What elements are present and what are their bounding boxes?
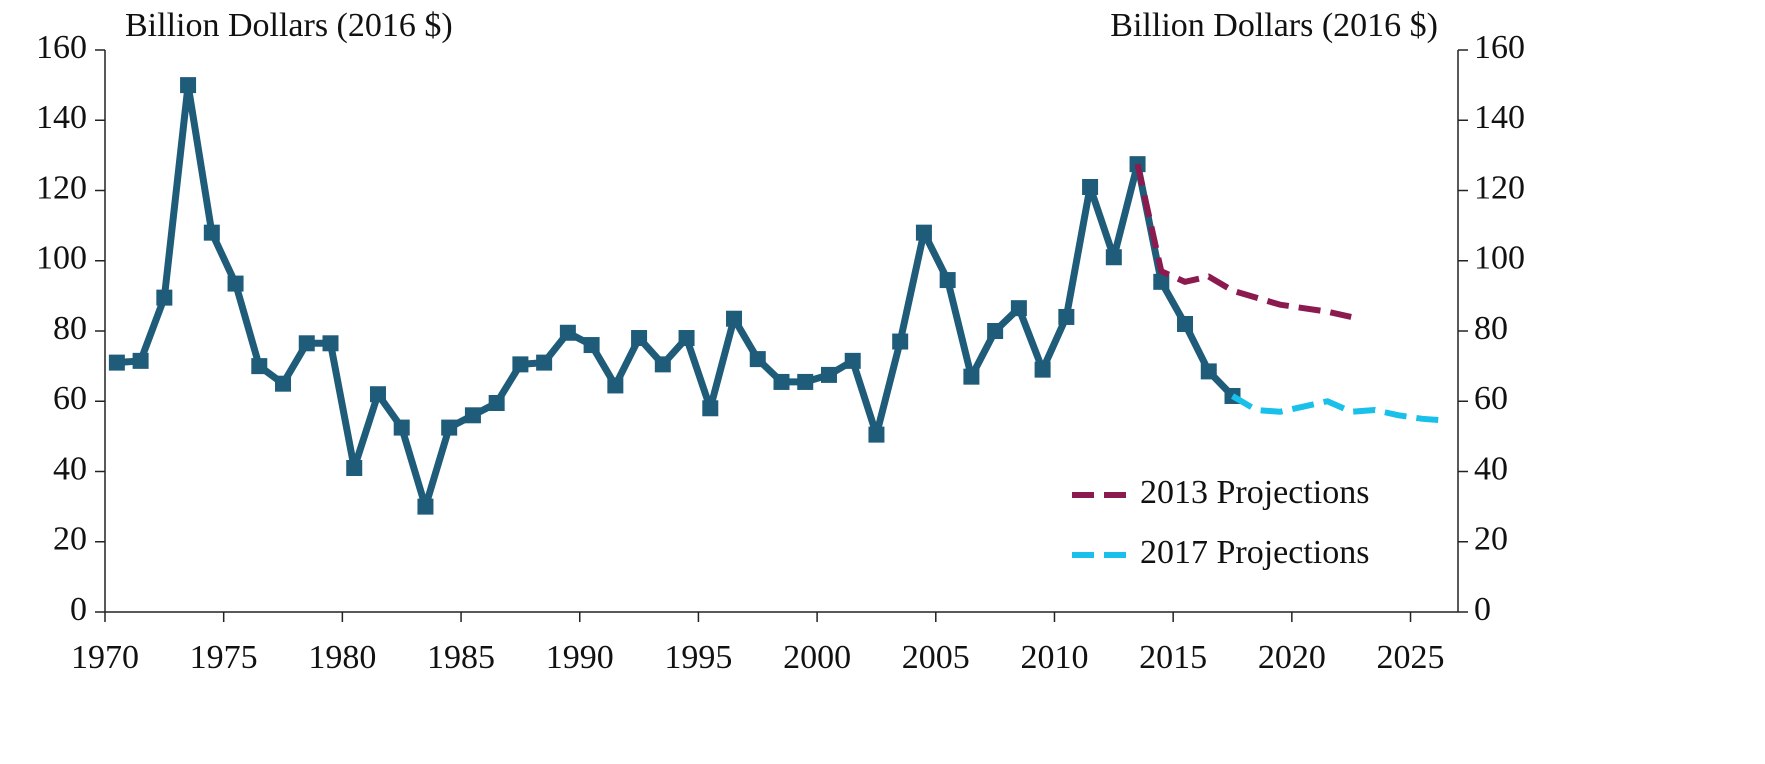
x-tick-label: 1995 — [664, 639, 732, 676]
marker — [607, 377, 624, 394]
x-tick-label: 2010 — [1020, 639, 1088, 676]
marker — [1105, 249, 1122, 266]
marker — [1153, 273, 1170, 290]
x-tick-label: 2005 — [902, 639, 970, 676]
x-tick-label: 1970 — [71, 639, 139, 676]
marker — [726, 310, 743, 327]
marker — [322, 335, 339, 352]
y-axis-label: Billion Dollars (2016 $) — [125, 7, 453, 44]
y2-tick-label: 100 — [1474, 240, 1525, 277]
marker — [1010, 300, 1027, 317]
marker — [369, 386, 386, 403]
y2-axis-label: Billion Dollars (2016 $) — [1110, 7, 1438, 44]
series-line — [116, 81, 1236, 511]
y2-tick-label: 140 — [1474, 99, 1525, 136]
y-tick-label: 100 — [36, 240, 87, 277]
y2-tick-label: 40 — [1474, 450, 1508, 487]
series-line — [1230, 393, 1447, 424]
marker — [820, 366, 837, 383]
marker — [963, 368, 980, 385]
y-tick-label: 40 — [53, 450, 87, 487]
marker — [156, 289, 173, 306]
marker — [417, 498, 434, 515]
y-tick-label: 80 — [53, 310, 87, 347]
marker — [346, 459, 363, 476]
marker — [512, 356, 529, 373]
y-tick-label: 0 — [70, 591, 87, 628]
marker — [987, 323, 1004, 339]
marker — [108, 354, 125, 371]
marker — [844, 352, 861, 369]
marker — [203, 224, 220, 241]
x-tick-label: 2025 — [1377, 639, 1445, 676]
x-tick-label: 1975 — [190, 639, 258, 676]
y2-tick-label: 160 — [1474, 29, 1525, 66]
marker — [132, 352, 149, 369]
marker — [892, 333, 909, 350]
marker — [797, 373, 814, 390]
y2-tick-label: 60 — [1474, 380, 1508, 417]
marker — [1200, 363, 1217, 380]
marker — [939, 272, 956, 289]
x-tick-label: 1990 — [546, 639, 614, 676]
marker — [298, 335, 315, 352]
marker — [180, 77, 197, 94]
marker — [251, 358, 268, 375]
marker — [702, 400, 719, 417]
marker — [773, 373, 790, 390]
marker — [559, 324, 576, 341]
marker — [583, 337, 600, 354]
legend-label: 2017 Projections — [1140, 534, 1369, 571]
y2-tick-label: 80 — [1474, 310, 1508, 347]
marker — [678, 330, 695, 347]
x-tick-label: 2020 — [1258, 639, 1326, 676]
marker — [915, 224, 932, 241]
marker — [631, 330, 648, 347]
marker — [868, 426, 885, 443]
marker — [488, 395, 505, 412]
marker — [464, 407, 481, 424]
marker — [1177, 315, 1194, 332]
y-tick-label: 140 — [36, 99, 87, 136]
y-tick-label: 120 — [36, 169, 87, 206]
y-tick-label: 160 — [36, 29, 87, 66]
y2-tick-label: 120 — [1474, 169, 1525, 206]
x-tick-label: 1985 — [427, 639, 495, 676]
y2-tick-label: 0 — [1474, 591, 1491, 628]
series-line — [1134, 163, 1352, 320]
x-tick-label: 1980 — [308, 639, 376, 676]
marker — [749, 351, 766, 368]
marker — [1082, 178, 1099, 195]
y-tick-label: 20 — [53, 521, 87, 558]
marker — [275, 375, 292, 392]
legend-label: 2013 Projections — [1140, 474, 1369, 511]
y2-tick-label: 20 — [1474, 521, 1508, 558]
marker — [393, 419, 410, 436]
y-tick-label: 60 — [53, 380, 87, 417]
marker — [1034, 361, 1051, 378]
marker — [654, 356, 671, 373]
marker — [441, 419, 458, 436]
x-tick-label: 2000 — [783, 639, 851, 676]
marker — [1058, 308, 1075, 325]
marker — [227, 275, 244, 292]
marker — [536, 354, 553, 371]
x-tick-label: 2015 — [1139, 639, 1207, 676]
